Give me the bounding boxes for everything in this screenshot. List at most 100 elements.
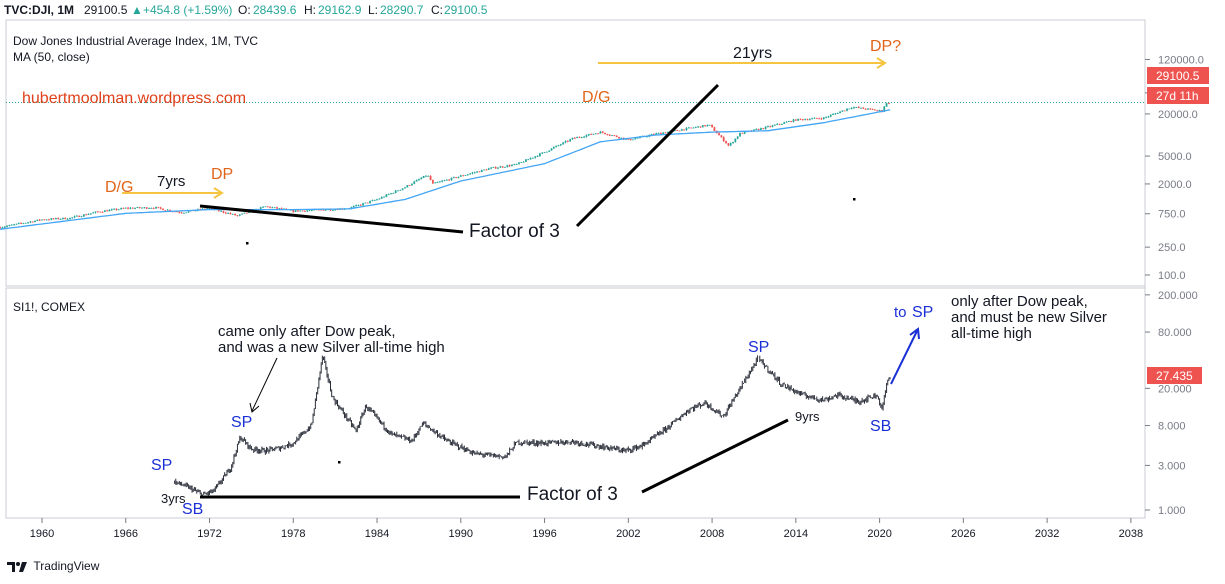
dow-candle-body xyxy=(329,209,332,211)
dow-candle-body xyxy=(445,179,448,181)
dow-candle-body xyxy=(783,122,786,124)
to-sp-word: to xyxy=(894,304,907,321)
symbol-label[interactable]: TVC:DJI, 1M xyxy=(4,3,75,17)
dow-candle-body xyxy=(310,210,313,211)
sp-label-1: SP xyxy=(151,457,172,474)
dow-candle-body xyxy=(536,156,539,157)
dow-candle-body xyxy=(613,135,616,137)
dow-candle-body xyxy=(69,217,71,219)
time-axis[interactable]: 1960 1966 1972 1978 1984 1990 1996 2002 2008 2014… xyxy=(30,518,1143,540)
silver-y-tick-label: 80.000 xyxy=(1158,327,1192,339)
dow-candle-body xyxy=(143,207,146,209)
dow-candle-body xyxy=(525,159,527,162)
dow-candle-body xyxy=(38,219,41,221)
dow-candle-body xyxy=(148,208,150,209)
dow-candle-body xyxy=(82,214,85,217)
dow-candle-body xyxy=(113,208,116,210)
sb-label-1: SB xyxy=(182,501,203,518)
dow-candle-body xyxy=(264,206,267,208)
dow-y-tick-label: 120000.0 xyxy=(1158,54,1204,66)
dow-candle-body xyxy=(774,124,776,126)
dow-candle-body xyxy=(27,222,29,224)
dow-candle-body xyxy=(159,207,162,209)
dow-candle-body xyxy=(448,179,451,181)
tradingview-label: TradingView xyxy=(33,558,100,573)
dow-candle-body xyxy=(10,224,13,226)
dow-candles xyxy=(0,102,890,229)
dow-candle-body xyxy=(122,208,125,209)
dow-candle-body xyxy=(741,132,744,134)
dow-candle-body xyxy=(711,124,713,128)
dow-dot-marker xyxy=(853,198,856,201)
dow-candle-body xyxy=(96,211,99,213)
dow-candle-body xyxy=(427,175,430,177)
dow-candle-body xyxy=(513,164,516,165)
dow-candle-body xyxy=(369,201,371,203)
dow-candle-body xyxy=(466,174,469,176)
dow-candle-body xyxy=(736,136,739,139)
dow-candle-body xyxy=(704,125,706,127)
dow-candle-body xyxy=(606,134,609,135)
sp-label-3: SP xyxy=(748,339,769,356)
dow-candle-body xyxy=(755,129,758,130)
dow-candle-body xyxy=(576,137,579,139)
dow-candle-body xyxy=(431,180,434,184)
dow-candle-body xyxy=(8,225,11,226)
dow-candle-body xyxy=(848,108,851,110)
dow-candle-body xyxy=(231,213,234,215)
dow-candle-body xyxy=(92,212,95,214)
dow-candle-body xyxy=(129,207,132,209)
dow-candle-body xyxy=(518,162,520,165)
dow-candle-body xyxy=(539,153,541,157)
high-value: 29162.9 xyxy=(318,3,362,17)
dow-candle-body xyxy=(362,203,364,206)
dow-candle-body xyxy=(117,209,120,211)
dow-candle-body xyxy=(24,222,27,224)
seven-year-arrowhead xyxy=(213,187,224,199)
silver-pane[interactable]: 200.000 80.000 20.000 8.000 3.000 1.000 xyxy=(174,290,1198,517)
dow-candle-body xyxy=(573,137,576,139)
dow-candle-body xyxy=(138,207,141,208)
dow-candle-body xyxy=(380,197,383,199)
dow-candle-body xyxy=(169,209,171,212)
tradingview-brand[interactable]: TradingView xyxy=(6,558,99,578)
x-tick-label: 1996 xyxy=(532,528,556,540)
dow-candle-body xyxy=(366,202,369,204)
dow-candle-body xyxy=(799,118,802,120)
dow-candle-body xyxy=(299,210,302,212)
dow-candle-body xyxy=(860,107,862,109)
dow-candle-body xyxy=(304,210,306,212)
dow-candle-body xyxy=(566,141,569,142)
dow-candle-body xyxy=(550,148,553,151)
dow-candle-body xyxy=(166,209,169,211)
dow-candle-body xyxy=(80,216,83,218)
dow-candle-body xyxy=(762,128,765,130)
dow-candle-body xyxy=(408,185,411,187)
dow-chart-title: Dow Jones Industrial Average Index, 1M, … xyxy=(13,34,258,48)
dow-candle-body xyxy=(99,211,102,213)
close-value: 29100.5 xyxy=(444,3,488,17)
dow-candle-body xyxy=(43,219,46,221)
dow-candle-body xyxy=(234,213,237,216)
note-right-line-2: and must be new Silver xyxy=(951,309,1107,326)
dow-candle-body xyxy=(297,210,299,212)
dow-candle-body xyxy=(473,172,476,174)
dow-candle-body xyxy=(266,206,269,208)
dow-candle-body xyxy=(464,175,467,176)
dow-candle-body xyxy=(41,219,43,221)
dow-candle-body xyxy=(580,137,583,139)
dow-candle-body xyxy=(155,207,157,209)
dow-candle-body xyxy=(806,119,809,121)
dow-candle-body xyxy=(620,137,623,139)
dow-candle-body xyxy=(45,219,48,221)
dow-candle-body xyxy=(720,135,723,138)
dow-candle-body xyxy=(813,117,816,119)
dow-candle-body xyxy=(636,137,639,139)
dp-left-label: DP xyxy=(211,166,233,183)
dow-candle-body xyxy=(794,119,797,121)
dow-candle-body xyxy=(89,213,92,215)
symbol-header: TVC:DJI, 1M 29100.5 ▲ +454.8 (+1.59%) O:… xyxy=(0,0,1225,20)
dow-candle-body xyxy=(843,110,846,112)
dow-candle-body xyxy=(508,165,511,167)
